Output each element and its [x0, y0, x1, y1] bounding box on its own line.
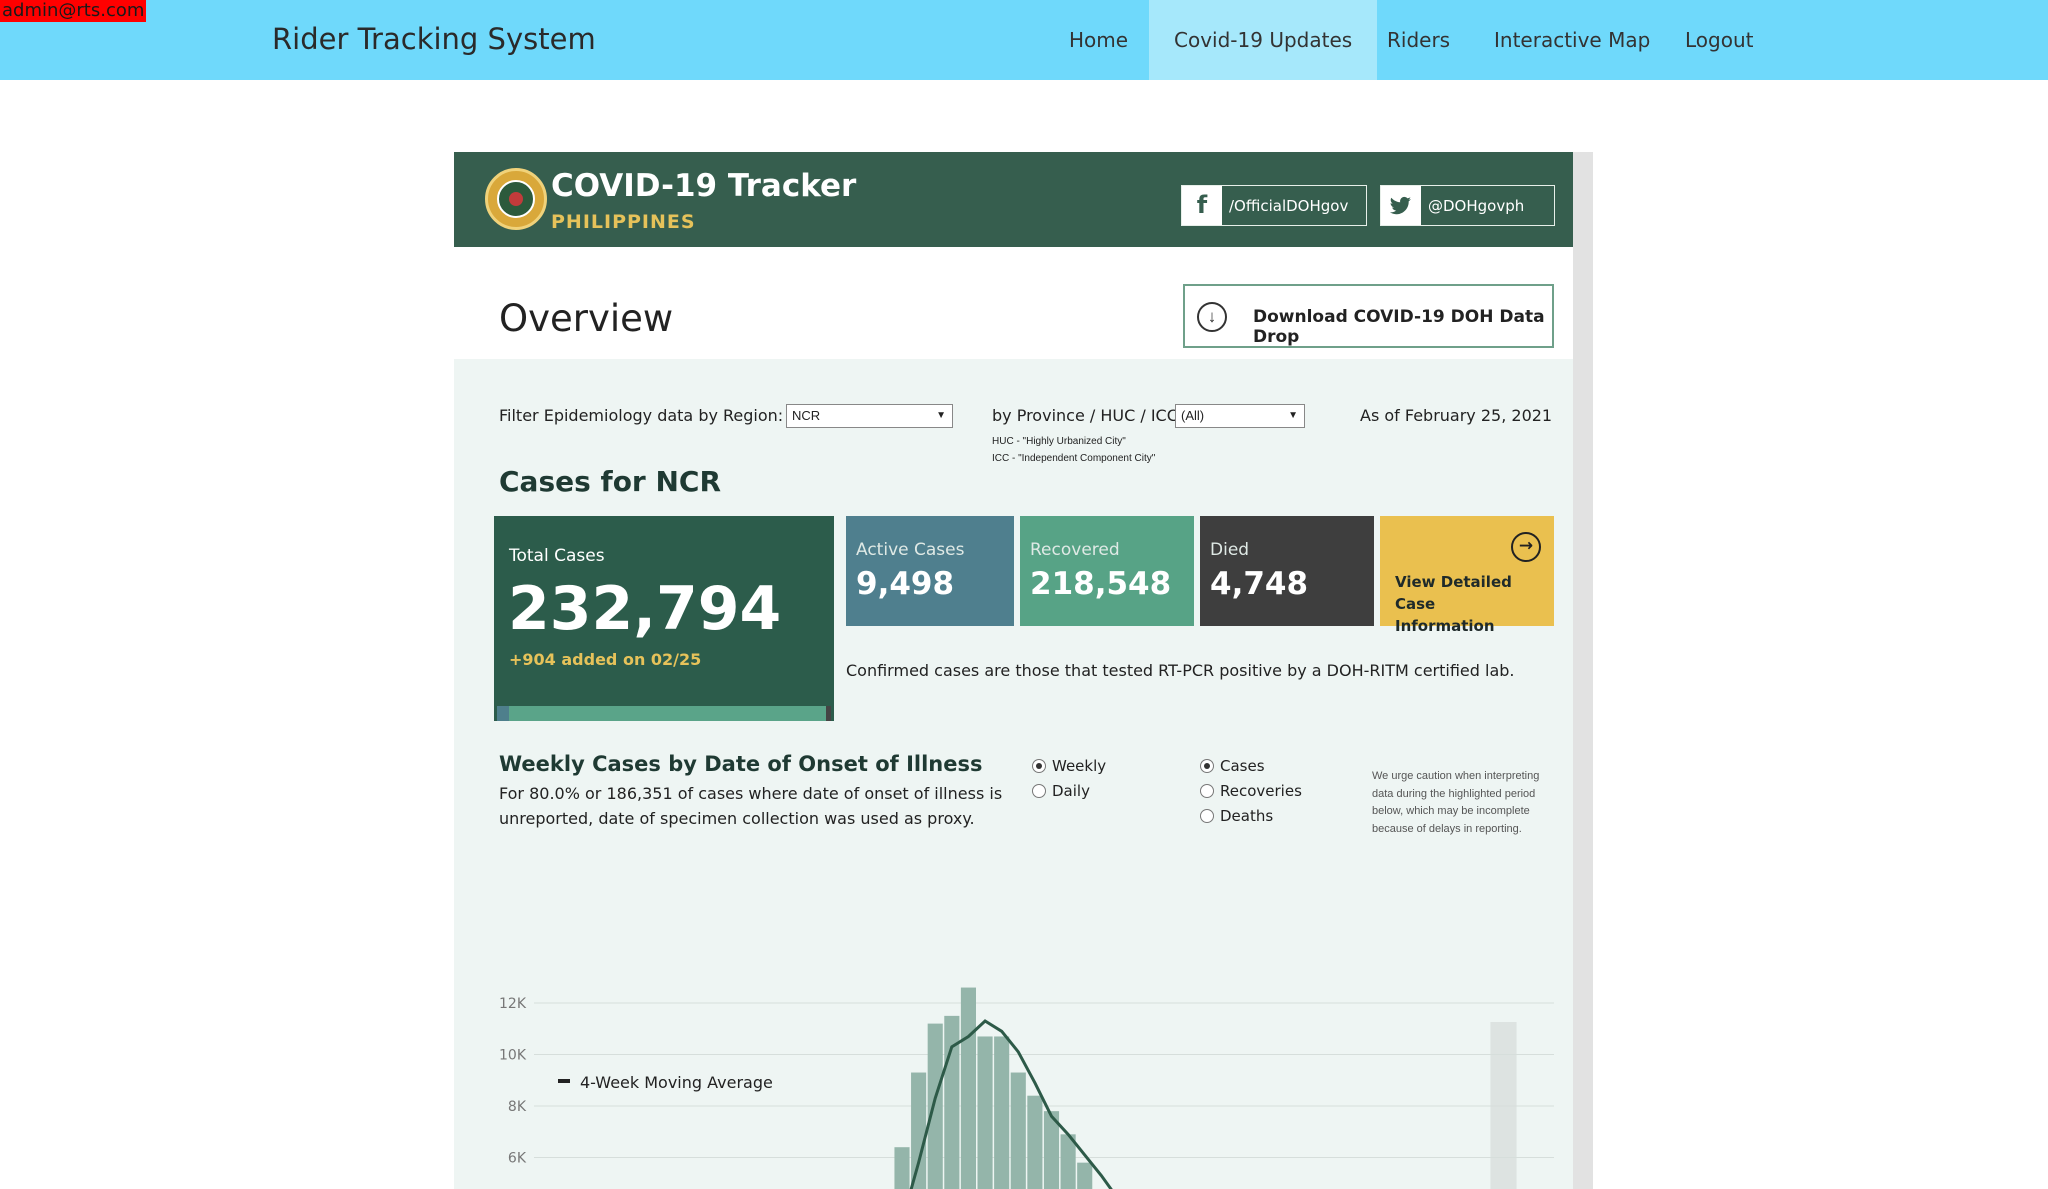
total-cases-card: Total Cases 232,794 +904 added on 02/25: [494, 516, 834, 721]
bar: [1010, 1072, 1026, 1189]
twitter-icon: [1381, 186, 1421, 225]
twitter-link[interactable]: @DOHgovph: [1380, 185, 1555, 226]
download-icon: ↓: [1197, 302, 1227, 332]
view-detailed-case-button[interactable]: → View Detailed Case Information: [1380, 516, 1554, 635]
active-cases-card: Active Cases 9,498: [846, 516, 1014, 626]
bar: [960, 987, 976, 1189]
facebook-link[interactable]: f /OfficialDOHgov: [1181, 185, 1367, 226]
bar: [1043, 1111, 1060, 1189]
covid-tracker-embed: COVID-19 Tracker PHILIPPINES f /Official…: [454, 152, 1593, 1189]
legend-label: 4-Week Moving Average: [580, 1073, 773, 1092]
radio-deaths-label: Deaths: [1220, 807, 1274, 825]
nav-home[interactable]: Home: [1069, 28, 1129, 52]
y-tick-label: 10K: [499, 1048, 527, 1064]
chevron-down-icon: ▼: [1288, 410, 1298, 421]
recovered-card: Recovered 218,548: [1020, 516, 1194, 626]
total-cases-label: Total Cases: [509, 546, 605, 566]
as-of-date: As of February 25, 2021: [1360, 406, 1553, 425]
recovered-label: Recovered: [1030, 540, 1120, 560]
died-label: Died: [1210, 540, 1250, 560]
moving-average-line: [909, 1019, 1113, 1189]
overview-band: Overview ↓ Download COVID-19 DOH Data Dr…: [454, 247, 1573, 359]
recovered-value: 218,548: [1030, 566, 1172, 602]
chevron-down-icon: ▼: [936, 410, 946, 421]
caution-note: We urge caution when interpreting data d…: [1372, 770, 1540, 835]
radio-cases-label: Cases: [1220, 757, 1265, 775]
total-cases-value: 232,794: [508, 574, 782, 644]
weekly-cases-description: For 80.0% or 186,351 of cases where date…: [499, 784, 1003, 828]
twitter-label: @DOHgovph: [1428, 197, 1525, 215]
download-label: Download COVID-19 DOH Data Drop: [1253, 307, 1545, 347]
radio-recoveries-label: Recoveries: [1220, 782, 1302, 800]
radio-cases[interactable]: Cases: [1200, 757, 1265, 775]
nav-interactive-map[interactable]: Interactive Map: [1494, 28, 1651, 52]
case-breakdown-bar: [497, 706, 831, 721]
user-email-badge: admin@rts.com: [0, 0, 147, 22]
province-select-value: (All): [1181, 408, 1205, 423]
active-cases-value: 9,498: [856, 566, 955, 602]
bar: [994, 1036, 1010, 1189]
weekly-cases-chart[interactable]: 2K4K6K8K10K12K4-Week Moving Average: [454, 852, 1573, 1189]
bar: [1027, 1095, 1043, 1189]
bar: [1077, 1162, 1093, 1189]
radio-weekly-label: Weekly: [1052, 757, 1107, 775]
download-data-drop-button[interactable]: ↓ Download COVID-19 DOH Data Drop: [1183, 284, 1554, 348]
nav-covid-updates[interactable]: Covid-19 Updates: [1149, 0, 1378, 80]
radio-recoveries[interactable]: Recoveries: [1200, 782, 1302, 800]
bar: [927, 1023, 943, 1189]
region-select[interactable]: NCR ▼: [786, 404, 953, 428]
radio-daily-dot: [1032, 784, 1046, 798]
bar: [911, 1072, 927, 1189]
province-select[interactable]: (All) ▼: [1175, 404, 1305, 428]
navbar: Rider Tracking System Home Covid-19 Upda…: [0, 0, 2048, 80]
bar: [1060, 1134, 1076, 1189]
tracker-title: COVID-19 Tracker: [551, 168, 857, 204]
bar: [894, 1147, 910, 1189]
overview-title: Overview: [499, 297, 674, 340]
embed-scrollbar[interactable]: [1573, 152, 1593, 1189]
bar: [977, 1036, 993, 1189]
weekly-cases-title: Weekly Cases by Date of Onset of Illness: [499, 752, 983, 776]
arrow-right-circle-icon: →: [1511, 532, 1541, 562]
region-filter-label: Filter Epidemiology data by Region:: [499, 406, 784, 425]
tracker-subtitle: PHILIPPINES: [551, 211, 696, 233]
radio-daily[interactable]: Daily: [1032, 782, 1090, 800]
view-detailed-label: View Detailed Case Information: [1395, 573, 1512, 635]
region-select-value: NCR: [792, 408, 821, 423]
province-filter-label: by Province / HUC / ICC:: [992, 406, 1184, 425]
radio-recoveries-dot: [1200, 784, 1214, 798]
legend-line-icon: [558, 1079, 570, 1083]
radio-weekly-dot: [1032, 759, 1046, 773]
died-card: Died 4,748: [1200, 516, 1374, 626]
radio-deaths[interactable]: Deaths: [1200, 807, 1273, 825]
brand-title[interactable]: Rider Tracking System: [272, 22, 596, 56]
facebook-label: /OfficialDOHgov: [1229, 197, 1349, 215]
y-tick-label: 6K: [508, 1151, 527, 1167]
huc-note: HUC - "Highly Urbanized City": [992, 436, 1126, 447]
confirmed-cases-note: Confirmed cases are those that tested RT…: [846, 661, 1515, 680]
tracker-header: COVID-19 Tracker PHILIPPINES f /Official…: [454, 152, 1573, 247]
doh-seal-icon: [485, 168, 547, 230]
radio-cases-dot: [1200, 759, 1214, 773]
facebook-icon: f: [1182, 186, 1222, 225]
icc-note: ICC - "Independent Component City": [992, 453, 1156, 464]
radio-daily-label: Daily: [1052, 782, 1090, 800]
y-tick-label: 8K: [508, 1099, 527, 1115]
cases-title: Cases for NCR: [499, 465, 722, 498]
active-cases-label: Active Cases: [856, 540, 965, 560]
cases-added-today: +904 added on 02/25: [509, 650, 702, 669]
died-value: 4,748: [1210, 566, 1309, 602]
nav-riders[interactable]: Riders: [1387, 28, 1451, 52]
radio-deaths-dot: [1200, 809, 1214, 823]
y-tick-label: 12K: [499, 996, 527, 1012]
radio-weekly[interactable]: Weekly: [1032, 757, 1106, 775]
nav-logout[interactable]: Logout: [1685, 28, 1754, 52]
